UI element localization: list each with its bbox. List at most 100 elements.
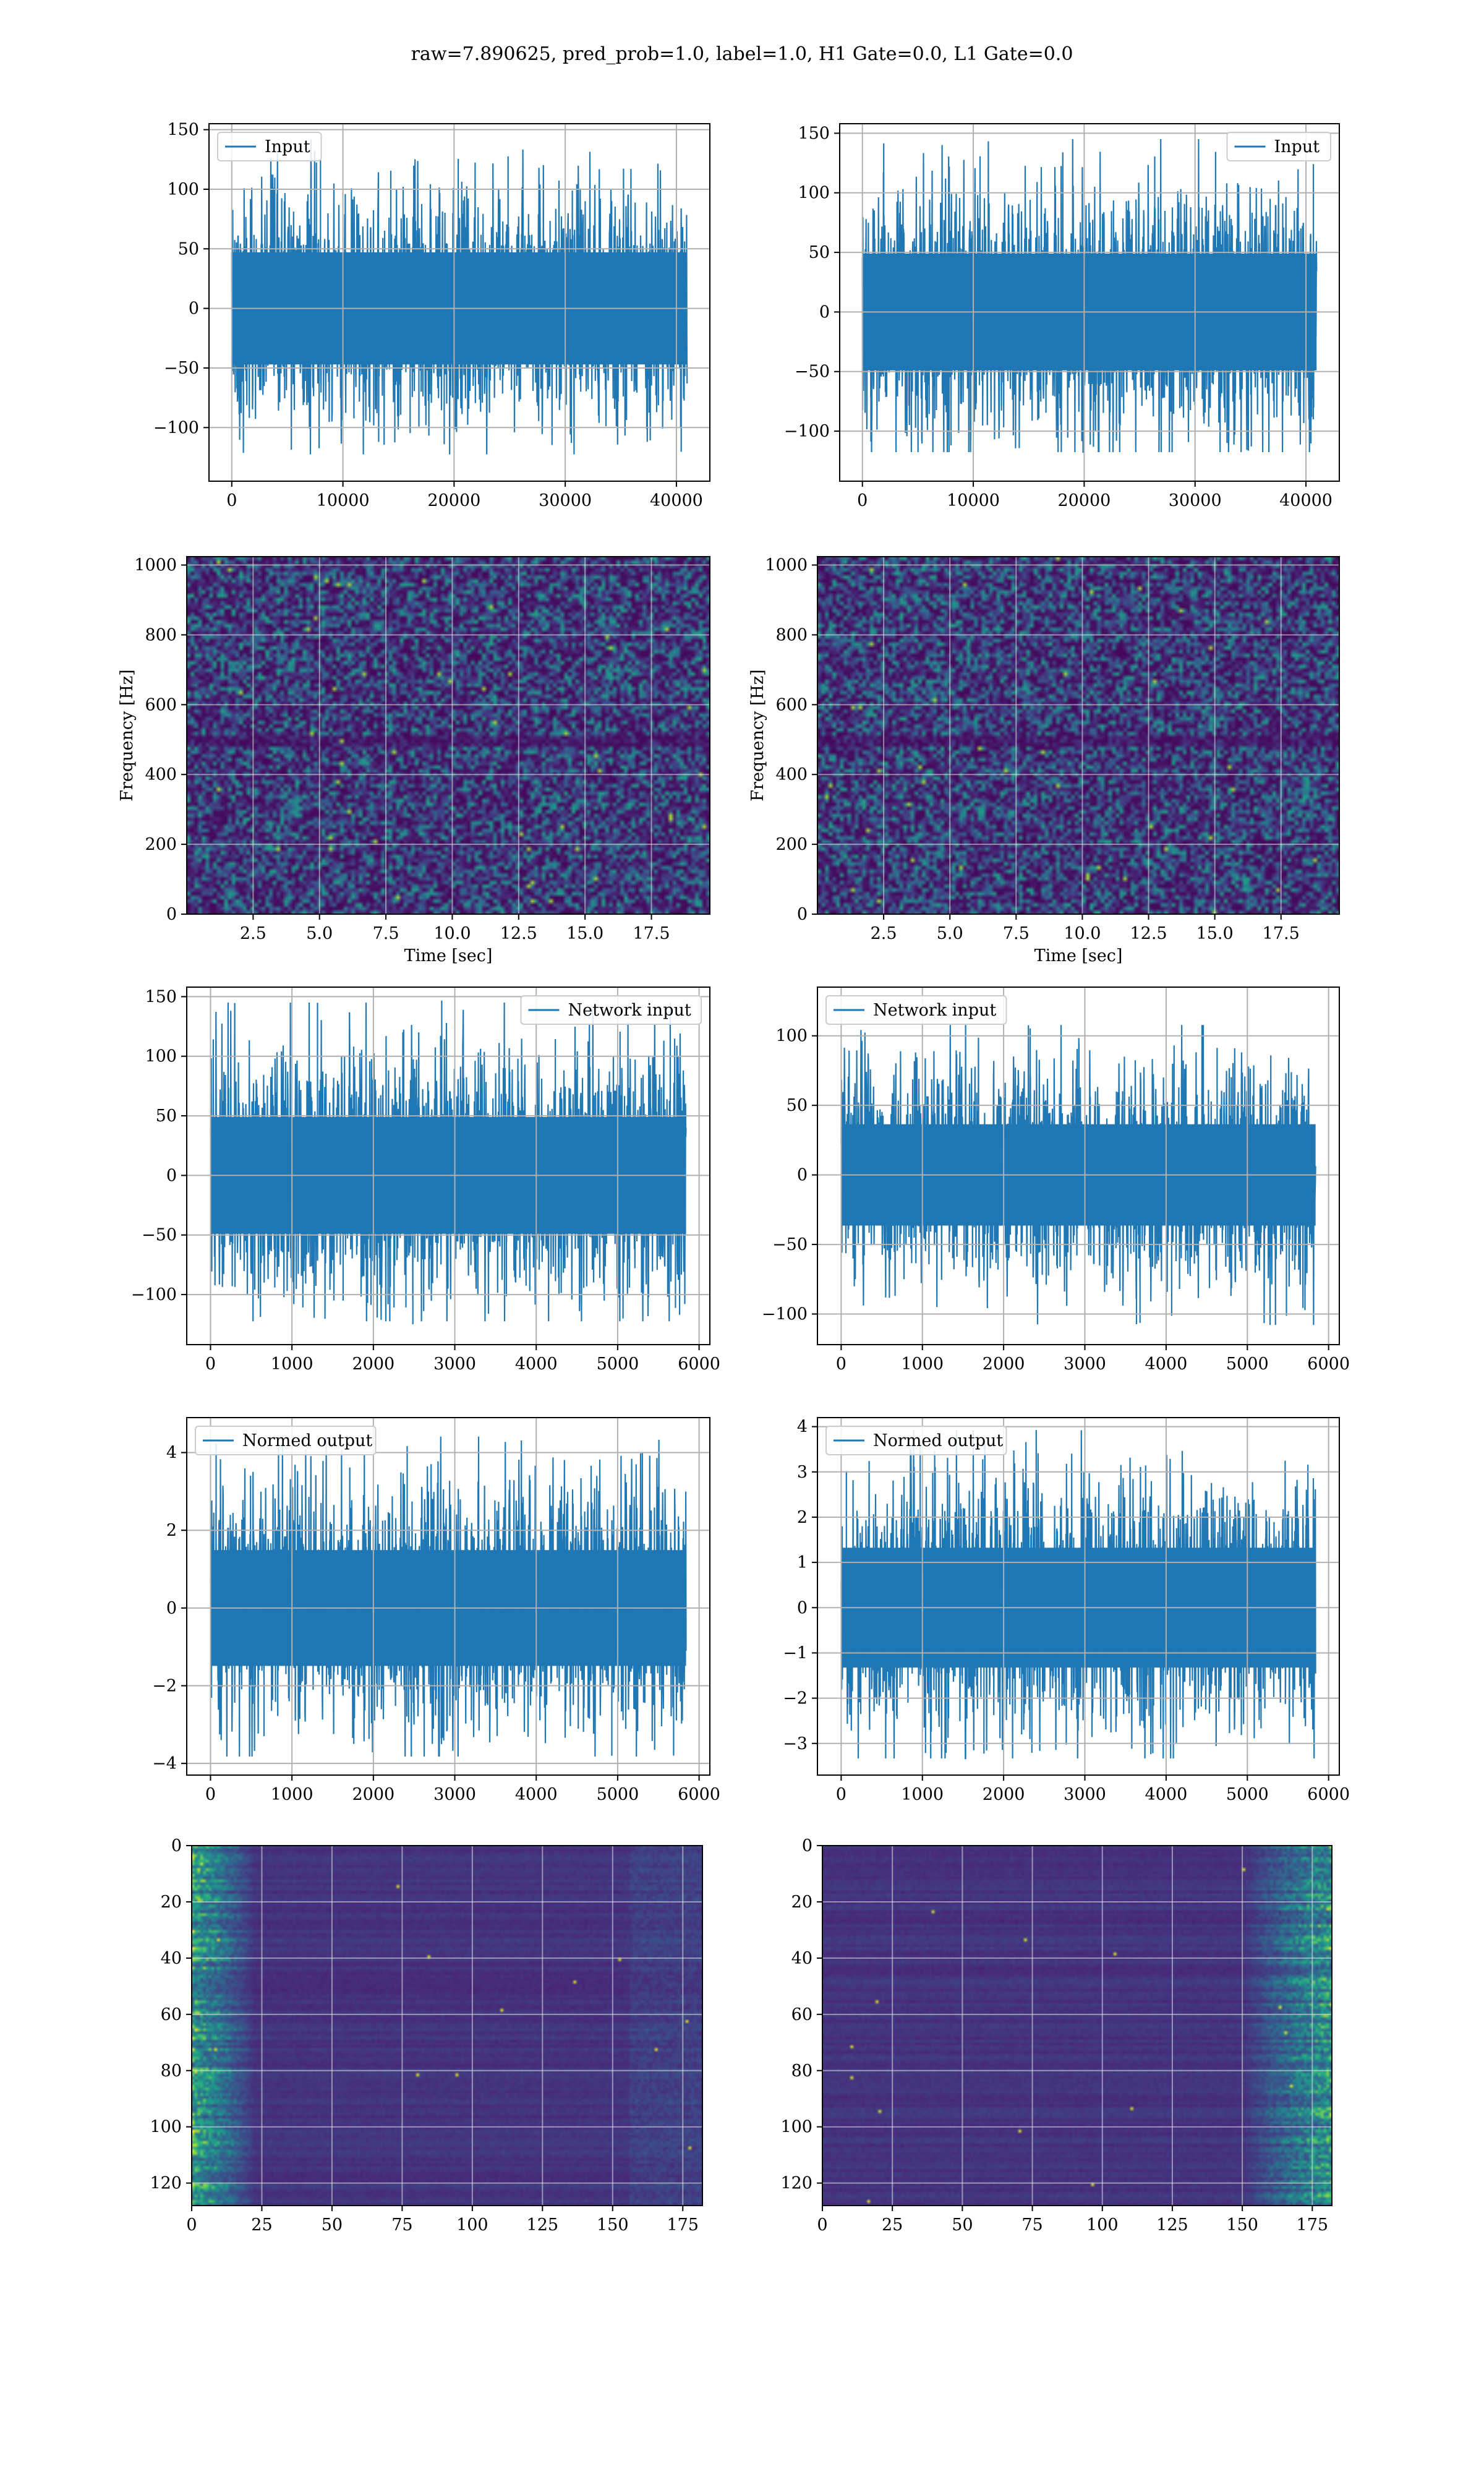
x-tick-label: 2.5 <box>871 924 897 943</box>
y-tick-label: 0 <box>171 1836 182 1856</box>
axes-frame <box>186 1417 710 1776</box>
y-tick-label: −3 <box>783 1734 808 1753</box>
y-tick-label: −100 <box>762 1305 808 1324</box>
subplot-2: 0 10000 20000 30000 40000 −100 −50 0 50 100 150 Inp… <box>784 123 1340 510</box>
subplot-1: 0 10000 20000 30000 40000 −100 −50 0 50 100 150 Inp… <box>153 121 710 510</box>
spectrogram-image <box>817 557 1339 914</box>
y-tick-label: 0 <box>819 302 830 322</box>
legend: Input <box>217 132 322 161</box>
y-tick-label: −100 <box>131 1285 177 1304</box>
y-tick-label: 100 <box>798 184 830 203</box>
axes-frame <box>186 987 710 1345</box>
x-tick-label: 10000 <box>947 491 1000 510</box>
plot-area <box>187 557 710 914</box>
y-tick-label: 100 <box>167 180 199 199</box>
y-tick-label: 2 <box>166 1521 177 1540</box>
x-tick-label: 1000 <box>271 1355 313 1374</box>
y-tick-label: 100 <box>150 2118 182 2137</box>
y-tick-label: 150 <box>145 987 177 1006</box>
y-tick-label: 150 <box>167 121 199 140</box>
legend-box <box>520 995 702 1025</box>
axes-frame <box>817 556 1340 915</box>
x-tick-label: 6000 <box>678 1355 720 1374</box>
legend-label: Input <box>1274 137 1320 156</box>
y-tick-label: 2 <box>797 1508 808 1527</box>
subplot-7: 0 1000 2000 3000 4000 5000 6000 −4 −2 0 2 4 Normed o… <box>152 1417 720 1804</box>
y-tick-label: −50 <box>164 359 199 378</box>
x-tick-label: 2000 <box>983 1785 1025 1804</box>
x-tick-label: 1000 <box>901 1355 944 1374</box>
x-tick-label: 3000 <box>1064 1355 1106 1374</box>
legend-label: Normed output <box>242 1431 372 1450</box>
spectrogram-image <box>187 557 710 914</box>
legend-box <box>825 1426 1007 1455</box>
legend-label: Normed output <box>873 1431 1003 1450</box>
x-tick-label: 3000 <box>433 1785 476 1804</box>
legend: Network input <box>520 995 702 1025</box>
legend-label: Network input <box>873 1001 996 1020</box>
x-tick-label: 25 <box>251 2215 272 2235</box>
subplot-8: 0 1000 2000 3000 4000 5000 6000 −3 −2 −1 0 1 2 3 4 Norm… <box>783 1417 1350 1804</box>
x-tick-label: 0 <box>836 1355 846 1374</box>
x-tick-label: 10000 <box>317 491 370 510</box>
axes-frame <box>208 123 710 482</box>
series-line <box>861 139 1318 453</box>
x-tick-label: 6000 <box>1307 1355 1350 1374</box>
subplot-6: 0 1000 2000 3000 4000 5000 6000 −100 −50 0 50 100 Ne… <box>762 987 1350 1374</box>
y-tick-label: 0 <box>797 1166 808 1185</box>
x-tick-label: 175 <box>667 2215 699 2235</box>
x-tick-label: 2.5 <box>240 924 267 943</box>
x-tick-label: 0 <box>226 491 237 510</box>
x-tick-label: 4000 <box>1145 1355 1188 1374</box>
legend-box <box>825 995 1007 1025</box>
x-tick-label: 0 <box>205 1355 216 1374</box>
legend-box <box>195 1426 377 1455</box>
x-tick-label: 5000 <box>597 1355 639 1374</box>
x-tick-label: 40000 <box>650 491 703 510</box>
y-tick-label: −2 <box>783 1689 808 1708</box>
y-tick-label: 150 <box>798 124 830 143</box>
x-tick-label: 3000 <box>433 1355 476 1374</box>
axes-frame <box>822 1845 1333 2206</box>
x-tick-label: 15.0 <box>566 924 603 943</box>
x-tick-label: 2000 <box>352 1785 394 1804</box>
axes-frame <box>839 123 1340 482</box>
x-tick-label: 30000 <box>1169 491 1222 510</box>
x-tick-label: 10.0 <box>1064 924 1101 943</box>
x-tick-label: 5.0 <box>937 924 963 943</box>
x-tick-label: 17.5 <box>633 924 670 943</box>
y-tick-label: 60 <box>161 2005 182 2024</box>
y-tick-label: 0 <box>797 905 808 924</box>
x-tick-label: 0 <box>857 491 868 510</box>
y-axis-label: Frequency [Hz] <box>748 669 767 801</box>
y-tick-label: −1 <box>783 1643 808 1663</box>
x-tick-label: 5000 <box>1226 1355 1269 1374</box>
x-tick-label: 5000 <box>1226 1785 1269 1804</box>
y-tick-label: 100 <box>145 1047 177 1066</box>
x-tick-label: 12.5 <box>1130 924 1167 943</box>
plot-area <box>210 1000 687 1325</box>
x-tick-label: 100 <box>1086 2215 1119 2235</box>
plot-area <box>210 1436 687 1757</box>
y-tick-label: 80 <box>791 2061 812 2081</box>
y-tick-label: 4 <box>166 1444 177 1463</box>
series-line <box>231 139 688 455</box>
x-tick-label: 2000 <box>352 1355 394 1374</box>
legend-box <box>217 132 322 161</box>
y-tick-label: −100 <box>784 422 830 441</box>
y-tick-label: −4 <box>152 1754 177 1773</box>
axes-frame <box>817 987 1340 1345</box>
x-tick-label: 12.5 <box>500 924 537 943</box>
x-tick-label: 75 <box>1021 2215 1043 2235</box>
y-tick-label: 20 <box>161 1893 182 1912</box>
x-tick-label: 5000 <box>597 1785 639 1804</box>
y-tick-label: 3 <box>797 1463 808 1482</box>
x-tick-label: 20000 <box>1057 491 1111 510</box>
x-tick-label: 150 <box>597 2215 629 2235</box>
x-tick-label: 6000 <box>678 1785 720 1804</box>
axes-frame <box>186 556 710 915</box>
legend-box <box>1226 132 1331 161</box>
legend: Normed output <box>825 1426 1007 1455</box>
y-tick-label: 80 <box>161 2061 182 2081</box>
